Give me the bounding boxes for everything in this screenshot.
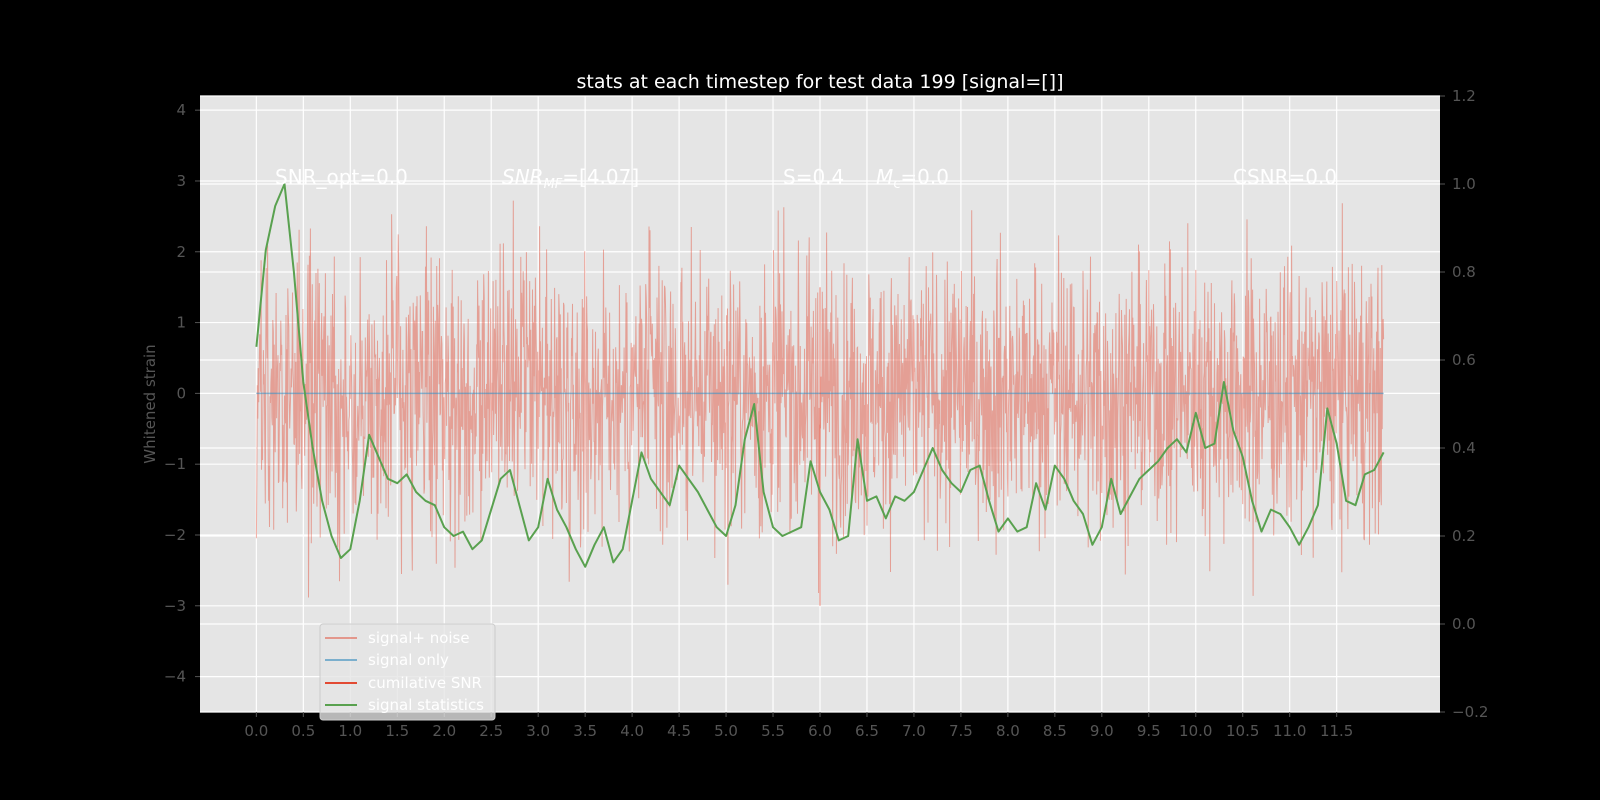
- x-tick-label: 7.5: [949, 722, 973, 740]
- x-tick-label: 2.0: [432, 722, 456, 740]
- y-tick-label: −2: [164, 526, 186, 544]
- annotation-s: S=0.4: [783, 165, 844, 189]
- y-axis-label: Whitened strain: [141, 344, 159, 463]
- y2-tick-label: −0.2: [1452, 703, 1488, 721]
- x-tick-label: 10.5: [1226, 722, 1259, 740]
- annotation-mc-value: =0.0: [900, 165, 949, 189]
- grid: [200, 95, 1440, 713]
- x-tick-label: 11.5: [1320, 722, 1353, 740]
- chart-title: stats at each timestep for test data 199…: [576, 71, 1063, 93]
- x-tick-label: 3.0: [526, 722, 550, 740]
- x-tick-label: 9.5: [1137, 722, 1161, 740]
- y-tick-label: −3: [164, 597, 186, 615]
- y2-tick-label: 1.2: [1452, 87, 1476, 105]
- legend-label-cumulative-snr: cumilative SNR: [368, 674, 482, 692]
- annotation-csnr: CSNR=0.0: [1233, 165, 1337, 189]
- annotation-snr-mf-label: SNR: [502, 165, 544, 189]
- y-tick-label: 0: [176, 384, 186, 402]
- y2-tick-label: 0.0: [1452, 615, 1476, 633]
- annotation-mc: Mc=0.0: [876, 165, 949, 192]
- x-tick-label: 6.0: [808, 722, 832, 740]
- annotations: SNR_opt=0.0 SNRMF=[4.07] S=0.4 Mc=0.0 CS…: [275, 165, 1337, 192]
- axis-ticks: 0.0 0.5 1.0 1.5 2.0 2.5 3.0 3.5 4.0 4.5 5.0 5.5 6.0 6…: [164, 87, 1489, 740]
- noise-trace: [255, 200, 1385, 598]
- y2-tick-label: 0.4: [1452, 439, 1476, 457]
- x-tick-label: 11.0: [1273, 722, 1306, 740]
- x-tick-label: 5.0: [714, 722, 738, 740]
- x-tick-label: 1.0: [338, 722, 362, 740]
- y-tick-label: −4: [164, 668, 186, 686]
- x-tick-label: 8.0: [996, 722, 1020, 740]
- x-tick-label: 9.0: [1090, 722, 1114, 740]
- x-tick-label: 7.0: [902, 722, 926, 740]
- y-tick-label: −1: [164, 455, 186, 473]
- legend-label-signal-statistics: signal statistics: [368, 696, 484, 714]
- annotation-snr-opt: SNR_opt=0.0: [275, 165, 408, 189]
- series-line-signal-statistics: [255, 183, 1385, 568]
- annotation-mc-label: M: [876, 165, 893, 189]
- y2-tick-label: 0.8: [1452, 263, 1476, 281]
- y2-tick-label: 1.0: [1452, 175, 1476, 193]
- noise-line: [255, 200, 1385, 598]
- x-tick-label: 4.5: [667, 722, 691, 740]
- legend: signal+ noise signal only cumilative SNR…: [319, 623, 496, 721]
- x-tick-label: 8.5: [1043, 722, 1067, 740]
- x-tick-label: 2.5: [479, 722, 503, 740]
- y2-tick-label: 0.6: [1452, 351, 1476, 369]
- y2-tick-label: 0.2: [1452, 527, 1476, 545]
- x-tick-label: 1.5: [385, 722, 409, 740]
- y-tick-label: 3: [176, 172, 186, 190]
- x-tick-label: 10.0: [1179, 722, 1212, 740]
- annotation-snr-mf: SNRMF=[4.07]: [502, 165, 639, 192]
- legend-box: [319, 623, 496, 721]
- y-tick-label: 4: [176, 101, 186, 119]
- annotation-snr-mf-value: =[4.07]: [562, 165, 639, 189]
- legend-label-noise: signal+ noise: [368, 629, 470, 647]
- x-tick-label: 5.5: [761, 722, 785, 740]
- series-lines: [255, 183, 1385, 606]
- annotation-mc-sub: c: [893, 177, 900, 192]
- x-tick-label: 0.0: [244, 722, 268, 740]
- y-tick-label: 2: [176, 243, 186, 261]
- x-tick-label: 4.0: [620, 722, 644, 740]
- x-tick-label: 0.5: [291, 722, 315, 740]
- x-tick-label: 6.5: [855, 722, 879, 740]
- annotation-snr-mf-sub: MF: [544, 177, 563, 192]
- x-tick-label: 3.5: [573, 722, 597, 740]
- y-tick-label: 1: [176, 314, 186, 332]
- legend-label-signal-only: signal only: [368, 651, 449, 669]
